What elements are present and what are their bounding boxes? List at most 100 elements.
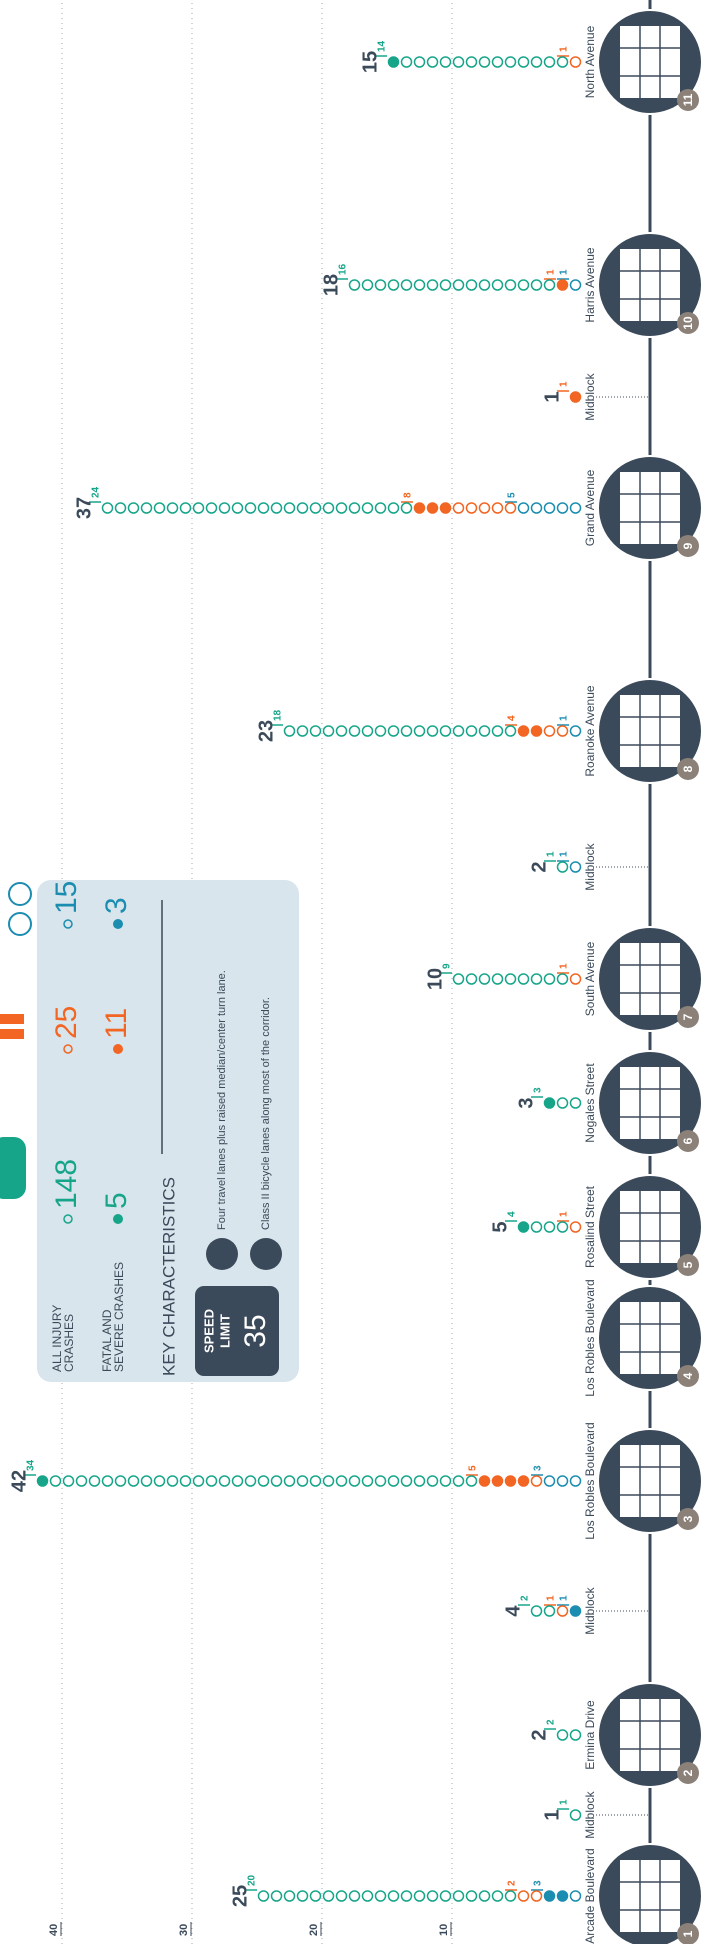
crash-dot xyxy=(569,279,582,291)
crash-dot xyxy=(387,279,400,291)
crash-dot xyxy=(179,502,192,514)
fatal-dot xyxy=(113,1214,123,1224)
crash-dot xyxy=(504,973,517,985)
crash-dot xyxy=(348,279,361,291)
crash-dot xyxy=(452,725,465,737)
badge xyxy=(677,535,699,557)
crash-dot xyxy=(387,502,400,514)
crash-dot xyxy=(374,1890,387,1902)
badge xyxy=(677,1254,699,1276)
crash-dot xyxy=(400,1890,413,1902)
crash-dot xyxy=(530,973,543,985)
crash-dot xyxy=(413,1890,426,1902)
group-count: 1 xyxy=(559,1595,570,1601)
crash-dot xyxy=(491,279,504,291)
fatal-crash-dot xyxy=(413,502,426,514)
crash-dot xyxy=(374,502,387,514)
crash-dot xyxy=(348,1890,361,1902)
fatal-crash-dot xyxy=(36,1475,49,1487)
crash-dot xyxy=(530,1605,543,1617)
bike-icon xyxy=(8,882,32,906)
note: Four travel lanes plus raised median/cen… xyxy=(216,970,228,1230)
y-tick-label: 30 xyxy=(178,1924,190,1936)
location-name: Harris Avenue xyxy=(583,247,597,322)
badge-number: 8 xyxy=(681,765,695,772)
crash-dot xyxy=(465,973,478,985)
crash-dot xyxy=(491,973,504,985)
crash-dot xyxy=(49,1475,62,1487)
crash-dot xyxy=(257,1890,270,1902)
crash-dot xyxy=(322,725,335,737)
badge xyxy=(677,1762,699,1784)
location-name: South Avenue xyxy=(583,941,597,1016)
fatal-crash-dot xyxy=(530,725,543,737)
location-name: Midblock xyxy=(583,1790,597,1838)
crash-dot xyxy=(296,725,309,737)
crash-dot xyxy=(309,1890,322,1902)
group-count: 1 xyxy=(546,1595,557,1601)
crash-dot xyxy=(491,725,504,737)
crash-dot xyxy=(569,1221,582,1233)
crash-dot xyxy=(387,1890,400,1902)
group-count: 1 xyxy=(559,715,570,721)
crash-dot xyxy=(270,1475,283,1487)
crash-dot xyxy=(361,502,374,514)
crash-dot xyxy=(465,56,478,68)
bike-icon xyxy=(8,912,32,936)
crash-dot xyxy=(361,1475,374,1487)
location-name: Ermina Drive xyxy=(583,1700,597,1770)
crash-dot xyxy=(348,725,361,737)
location-name: Nogales Street xyxy=(583,1063,597,1143)
lane-area xyxy=(620,1445,680,1517)
crash-dot xyxy=(426,1475,439,1487)
crash-dot xyxy=(569,1890,582,1902)
group-count: 14 xyxy=(377,40,388,52)
crash-dot xyxy=(244,502,257,514)
crash-dot xyxy=(543,725,556,737)
crash-dot xyxy=(283,502,296,514)
crash-dot xyxy=(335,1890,348,1902)
location-name: Rosalind Street xyxy=(583,1185,597,1268)
location-name: Midblock xyxy=(583,1586,597,1634)
group-count: 3 xyxy=(533,1880,544,1886)
lane-area xyxy=(620,943,680,1015)
crash-dot xyxy=(452,56,465,68)
crash-dot xyxy=(88,1475,101,1487)
crash-dot xyxy=(413,725,426,737)
location-name: Arcade Boulevard xyxy=(583,1848,597,1943)
group-count: 5 xyxy=(468,1465,479,1471)
crash-dot xyxy=(413,279,426,291)
crash-dot xyxy=(556,56,569,68)
location-total: 18 xyxy=(320,274,342,296)
location-name: Grand Avenue xyxy=(583,469,597,546)
crash-dot xyxy=(556,1475,569,1487)
crash-dot xyxy=(478,502,491,514)
crash-dot xyxy=(335,725,348,737)
group-count: 2 xyxy=(507,1880,518,1886)
crash-dot xyxy=(517,973,530,985)
badge-number: 5 xyxy=(681,1261,695,1268)
crash-dot xyxy=(257,1475,270,1487)
crash-dot xyxy=(361,279,374,291)
crash-dot xyxy=(400,1475,413,1487)
crash-dot xyxy=(439,1890,452,1902)
crash-dot xyxy=(296,502,309,514)
crash-dot xyxy=(192,1475,205,1487)
crash-dot xyxy=(530,1475,543,1487)
badge-number: 10 xyxy=(681,316,695,330)
crash-dot xyxy=(452,502,465,514)
injury-value: 25 xyxy=(50,1006,83,1039)
fatal-crash-dot xyxy=(439,502,452,514)
group-count: 1 xyxy=(559,1211,570,1217)
crash-dot xyxy=(270,502,283,514)
crash-dot xyxy=(348,1475,361,1487)
lane-area xyxy=(620,695,680,767)
crash-dot xyxy=(426,279,439,291)
location-name: Midblock xyxy=(583,372,597,420)
group-count: 20 xyxy=(247,1874,258,1886)
crash-dot xyxy=(491,1890,504,1902)
fatal-crash-dot xyxy=(426,502,439,514)
ped-icon xyxy=(0,1029,24,1039)
injury-dot xyxy=(63,919,73,929)
